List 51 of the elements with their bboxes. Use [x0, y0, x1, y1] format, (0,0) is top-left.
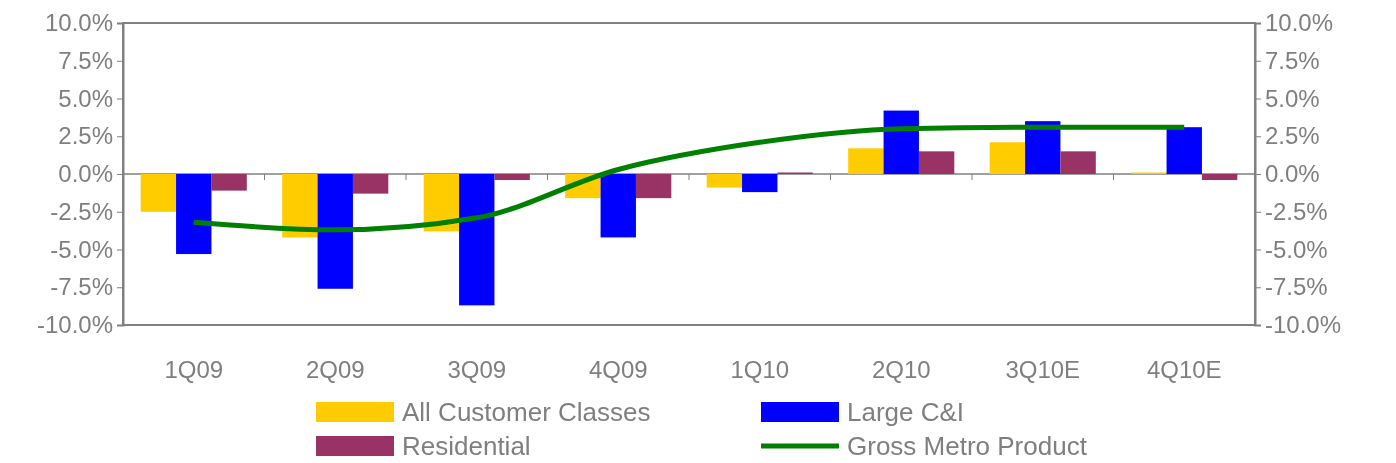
x-tick-label: 4Q10E: [1146, 356, 1222, 383]
y2-tick-label: -7.5%: [1265, 273, 1328, 301]
y-tick-label: 10.0%: [44, 9, 113, 37]
bar: [176, 174, 212, 255]
x-tick-label: 2Q10: [871, 356, 931, 383]
bar: [848, 148, 884, 174]
y2-tick-label: -10.0%: [1265, 311, 1342, 339]
x-tick-label: 3Q10E: [1005, 356, 1081, 383]
y2-tick-label: 7.5%: [1265, 46, 1320, 74]
bar: [459, 174, 495, 306]
y-tick-label: 2.5%: [58, 122, 113, 150]
bar: [1201, 174, 1238, 181]
y-tick-label: -2.5%: [50, 197, 113, 225]
x-tick-label: 1Q09: [164, 356, 224, 383]
bar: [918, 151, 955, 174]
bar: [635, 174, 672, 199]
y-tick-label: -7.5%: [50, 273, 113, 301]
bar: [706, 174, 743, 188]
legend-label: Gross Metro Product: [847, 431, 1088, 461]
bar: [282, 174, 318, 238]
y2-tick-label: 2.5%: [1265, 122, 1320, 150]
y2-tick-label: 0.0%: [1265, 160, 1320, 188]
y2-tick-label: -2.5%: [1265, 197, 1328, 225]
bar: [883, 110, 919, 174]
x-tick-label: 3Q09: [447, 356, 507, 383]
y2-tick-label: 5.0%: [1265, 84, 1320, 112]
y-tick-label: 5.0%: [58, 84, 113, 112]
bar: [1166, 127, 1202, 174]
bar: [211, 174, 247, 191]
y2-tick-label: -5.0%: [1265, 235, 1328, 263]
bar: [352, 174, 389, 194]
y-tick-label: 0.0%: [58, 160, 113, 188]
bar: [600, 174, 636, 238]
y-tick-label: 7.5%: [58, 46, 113, 74]
legend-label: Large C&I: [847, 397, 965, 427]
bar: [989, 142, 1026, 174]
y-tick-label: -10.0%: [36, 311, 113, 339]
x-tick-label: 2Q09: [305, 356, 365, 383]
bar: [1025, 121, 1061, 174]
bar: [494, 174, 530, 181]
bar: [317, 174, 353, 289]
bar: [742, 174, 778, 193]
legend-label: Residential: [402, 431, 531, 461]
bar: [1060, 151, 1096, 174]
y-tick-label: -5.0%: [50, 235, 113, 263]
bar: [423, 174, 460, 232]
bar: [140, 174, 177, 212]
legend-label: All Customer Classes: [402, 397, 651, 427]
x-tick-label: 4Q09: [588, 356, 648, 383]
x-tick-label: 1Q10: [730, 356, 790, 383]
y2-tick-label: 10.0%: [1265, 9, 1334, 37]
